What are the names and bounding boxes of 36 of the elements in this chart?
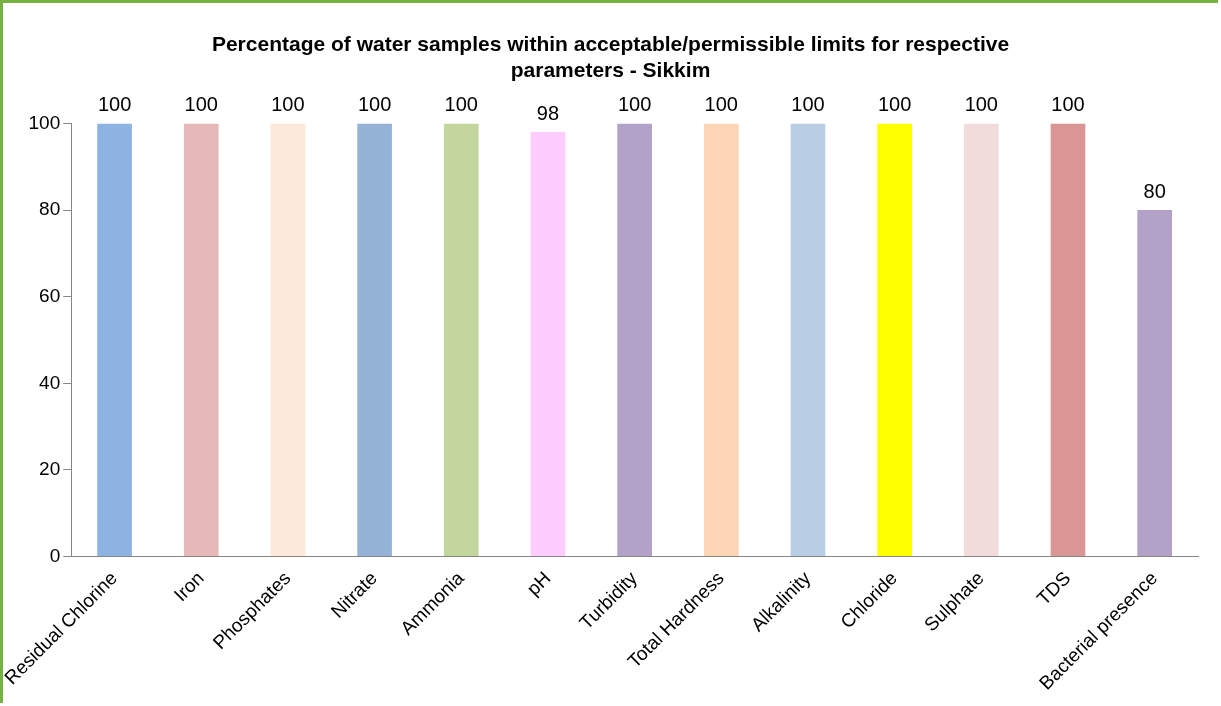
bar [357, 123, 392, 557]
bar [443, 123, 479, 557]
bar [963, 123, 999, 557]
y-tick-label: 20 [39, 458, 61, 480]
data-label: 100 [357, 92, 392, 115]
data-label: 100 [271, 92, 305, 115]
data-label: 100 [791, 92, 825, 115]
data-label: 100 [1051, 92, 1085, 115]
data-label: 100 [617, 92, 652, 115]
bar [97, 123, 132, 557]
y-tick-label: 0 [49, 544, 61, 566]
y-tick-label: 80 [39, 198, 61, 220]
bar [790, 123, 826, 557]
y-tick-label: 40 [39, 371, 61, 393]
data-label: 100 [184, 92, 218, 115]
data-label: 100 [704, 92, 738, 115]
bar [1050, 123, 1086, 557]
data-label: 100 [964, 92, 998, 115]
x-tick-label: pH [522, 567, 555, 600]
bar [183, 123, 219, 557]
data-label: 100 [97, 92, 132, 115]
bar [617, 123, 652, 557]
data-label: 100 [877, 92, 912, 115]
bar [270, 123, 306, 557]
bar [1137, 210, 1172, 557]
bar [703, 123, 739, 557]
y-tick-label: 60 [39, 284, 61, 306]
bar [530, 132, 566, 557]
chart-title: Percentage of water samples within acceptable/permissible limits for respective parameters - Sikkim [211, 32, 1010, 81]
data-label: 80 [1143, 179, 1166, 202]
bar [877, 123, 912, 557]
y-tick-label: 100 [28, 111, 61, 133]
data-label: 98 [536, 101, 560, 124]
data-label: 100 [444, 92, 478, 115]
x-tick-label: TDS [1032, 567, 1075, 610]
x-tick-label: Iron [169, 567, 208, 606]
